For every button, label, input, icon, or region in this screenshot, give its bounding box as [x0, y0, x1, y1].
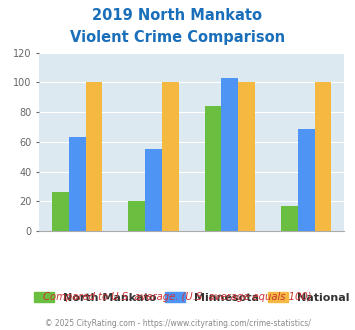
- Bar: [86, 82, 102, 231]
- Bar: [69, 137, 86, 231]
- Text: Violent Crime Comparison: Violent Crime Comparison: [70, 30, 285, 45]
- Bar: [222, 78, 238, 231]
- Bar: [238, 82, 255, 231]
- Bar: [145, 149, 162, 231]
- Bar: [281, 206, 298, 231]
- Text: Compared to U.S. average. (U.S. average equals 100): Compared to U.S. average. (U.S. average …: [43, 292, 312, 302]
- Bar: [129, 201, 145, 231]
- Bar: [205, 106, 222, 231]
- Bar: [162, 82, 179, 231]
- Legend: North Mankato, Minnesota, National: North Mankato, Minnesota, National: [29, 287, 354, 307]
- Text: © 2025 CityRating.com - https://www.cityrating.com/crime-statistics/: © 2025 CityRating.com - https://www.city…: [45, 319, 310, 328]
- Bar: [52, 192, 69, 231]
- Text: 2019 North Mankato: 2019 North Mankato: [93, 8, 262, 23]
- Bar: [298, 128, 315, 231]
- Bar: [315, 82, 331, 231]
